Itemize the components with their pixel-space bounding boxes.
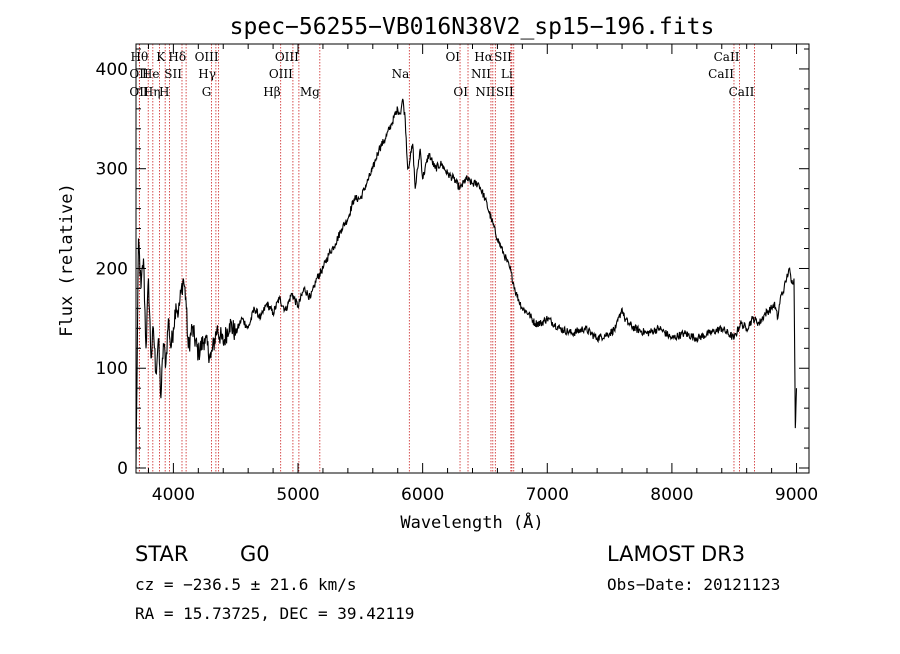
line-label: Mg	[300, 85, 320, 99]
y-axis-ticks: 0 100 200 300 400	[96, 48, 809, 479]
survey-name: LAMOST DR3	[607, 542, 745, 566]
line-label: OIII	[269, 67, 293, 81]
line-label: OI	[445, 50, 460, 64]
x-tick-label: 4000	[152, 485, 195, 505]
line-label: CaII	[708, 67, 734, 81]
line-label: Hδ	[168, 50, 186, 64]
y-tick-label: 400	[96, 60, 128, 80]
line-label: CaII	[729, 85, 755, 99]
y-tick-label: 100	[96, 359, 128, 379]
line-label: CaII	[714, 50, 740, 64]
y-tick-label: 0	[117, 459, 128, 479]
line-label: NII	[475, 85, 495, 99]
x-axis-ticks: 4000 5000 6000 7000 8000 9000	[147, 44, 818, 505]
x-tick-label: 5000	[276, 485, 319, 505]
y-tick-label: 300	[96, 160, 128, 180]
line-label: Na	[392, 67, 410, 81]
line-label: Hα	[474, 50, 493, 64]
observation-date: Obs−Date: 20121123	[607, 575, 780, 594]
spectral-subclass: G0	[240, 542, 270, 566]
line-label: SII	[496, 85, 514, 99]
line-label: OII	[129, 67, 149, 81]
chart-title: spec−56255−VB016N38V2_sp15−196.fits	[230, 14, 715, 40]
redshift-readout: cz = −236.5 ± 21.6 km/s	[135, 575, 357, 594]
x-tick-label: 9000	[775, 485, 818, 505]
x-tick-label: 8000	[650, 485, 693, 505]
y-tick-label: 200	[96, 259, 128, 279]
line-label: SII	[164, 67, 182, 81]
y-axis-label: Flux (relative)	[57, 183, 77, 337]
line-label: OI	[453, 85, 468, 99]
object-class: STAR	[135, 542, 188, 566]
line-label: OIII	[195, 50, 219, 64]
x-tick-label: 6000	[401, 485, 444, 505]
flux-series-line	[135, 98, 798, 469]
line-label: Hβ	[263, 85, 280, 99]
emission-line-markers	[138, 44, 755, 473]
line-label: Hθ	[131, 50, 149, 64]
line-label: NII	[471, 67, 491, 81]
line-label: K	[156, 50, 166, 64]
coordinates-readout: RA = 15.73725, DEC = 39.42119	[135, 604, 414, 623]
emission-line-labels: HθOIIOIIHηHeKHSIIHδGOIIIHγHβOIIIOIIIMgNa…	[129, 50, 754, 99]
line-label: G	[202, 85, 212, 99]
line-label: SII	[494, 50, 512, 64]
line-label: Hη	[143, 85, 161, 99]
line-label: H	[159, 85, 169, 99]
x-axis-label: Wavelength (Å)	[400, 511, 543, 533]
line-label: OIII	[275, 50, 299, 64]
line-label: Li	[501, 67, 513, 81]
line-label: Hγ	[198, 67, 216, 81]
line-label: He	[142, 67, 160, 81]
x-tick-label: 7000	[526, 485, 569, 505]
line-label: OII	[129, 85, 149, 99]
